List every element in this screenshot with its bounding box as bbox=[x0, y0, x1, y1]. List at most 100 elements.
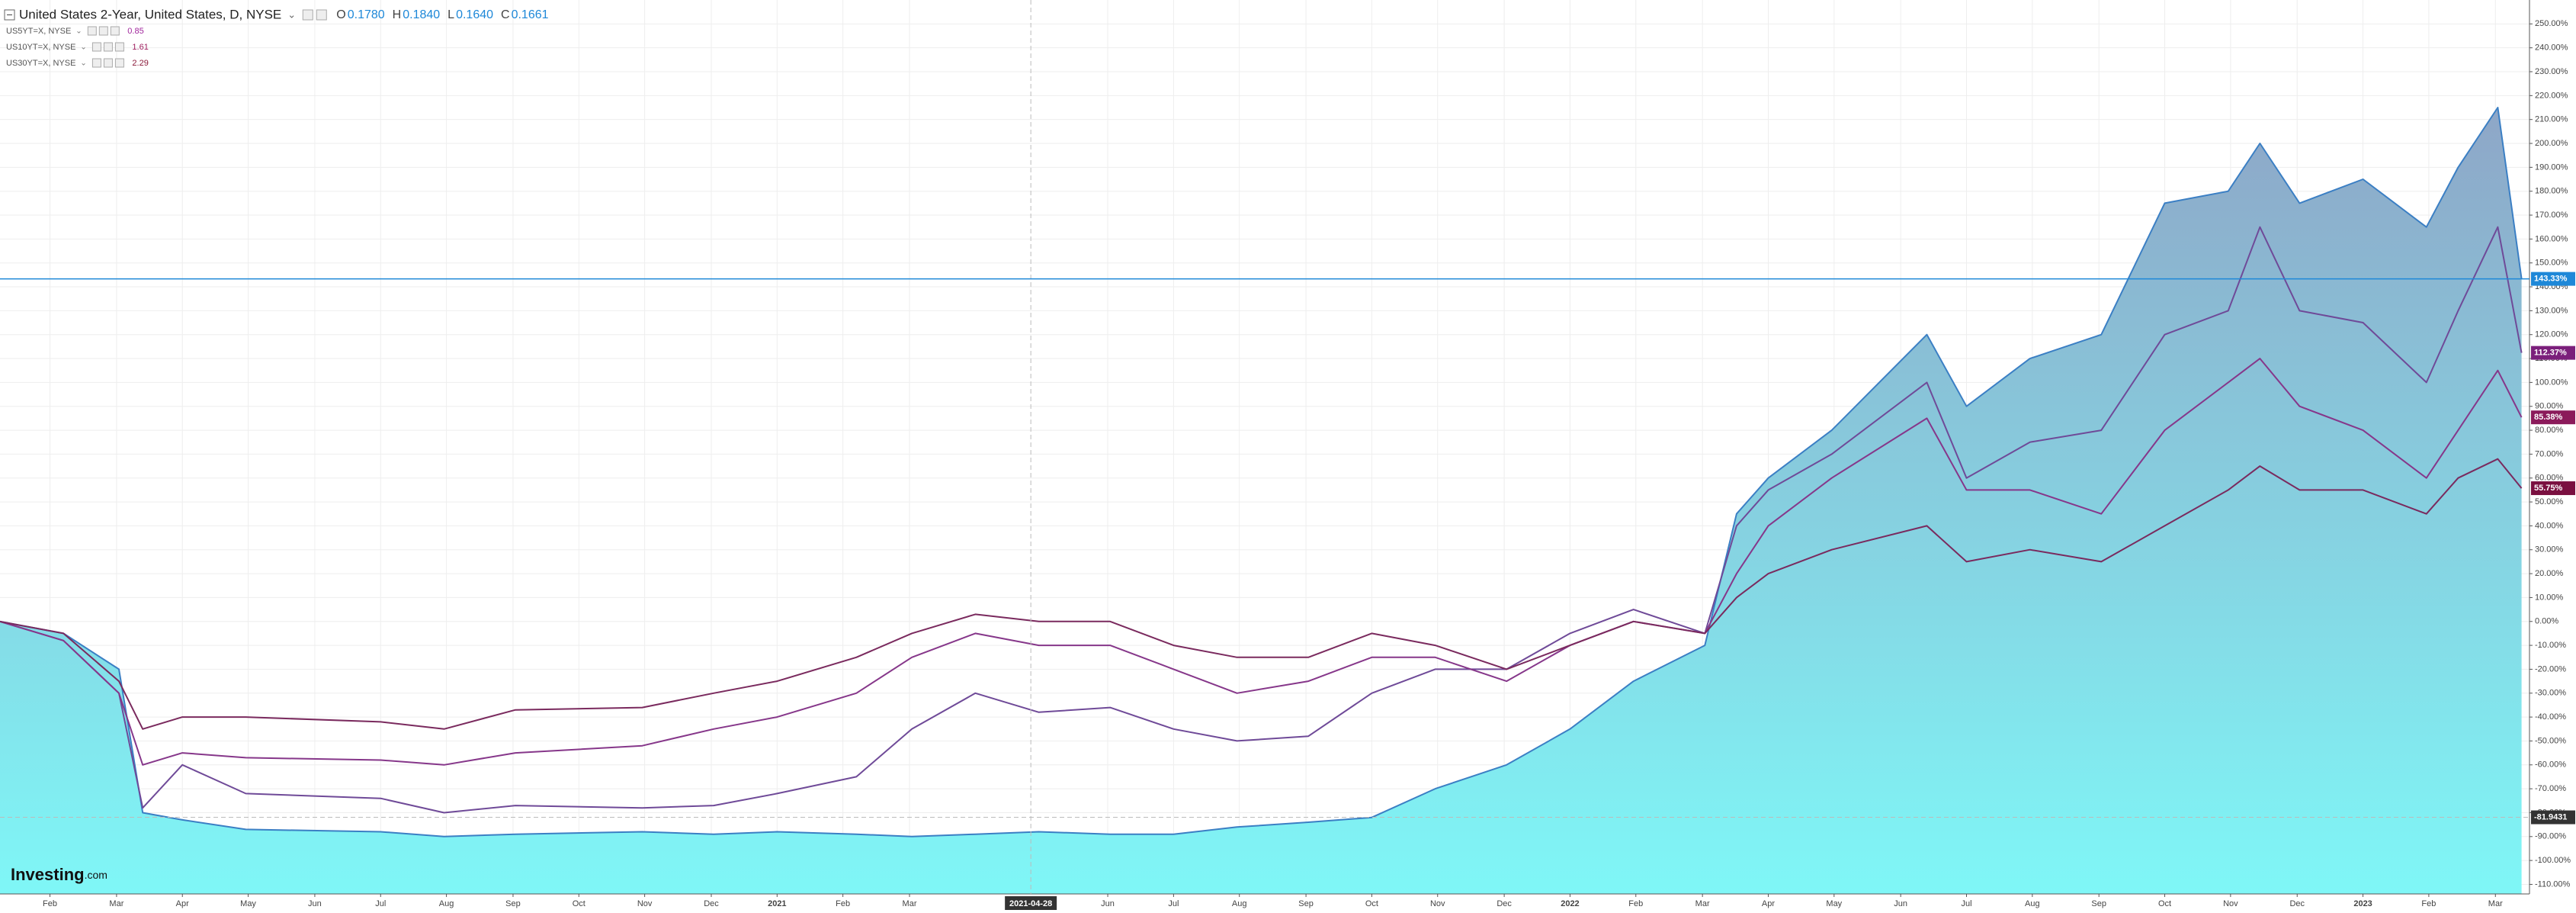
x-tick-label: Feb bbox=[836, 899, 850, 908]
y-tick-label: 150.00% bbox=[2535, 259, 2568, 268]
x-tick-label: Jul bbox=[375, 899, 386, 908]
legend-menu: ⌄ bbox=[80, 59, 86, 68]
y-tick-label: 20.00% bbox=[2535, 569, 2564, 578]
legend-button[interactable] bbox=[98, 26, 108, 36]
series-line bbox=[0, 226, 2523, 814]
crosshair-x-label: 2021-04-28 bbox=[1009, 899, 1052, 908]
x-tick-label: Sep bbox=[1298, 899, 1314, 908]
x-tick-label: May bbox=[240, 899, 256, 908]
logo-suffix: .com bbox=[85, 869, 107, 881]
series-line bbox=[0, 358, 2523, 766]
y-tick-label: 40.00% bbox=[2535, 521, 2564, 530]
x-tick-label: Sep bbox=[505, 899, 521, 908]
logo-word: Investing bbox=[11, 865, 85, 884]
y-tick-label: -40.00% bbox=[2535, 712, 2566, 722]
y-tick-label: 130.00% bbox=[2535, 306, 2568, 315]
y-tick-label: -10.00% bbox=[2535, 641, 2566, 650]
x-tick-label: Dec bbox=[704, 899, 719, 908]
legend-button[interactable] bbox=[103, 58, 113, 68]
y-tick-label: 90.00% bbox=[2535, 402, 2564, 411]
logo: Investing.com bbox=[11, 865, 107, 884]
x-tick-label: Mar bbox=[903, 899, 917, 908]
y-tick-label: 170.00% bbox=[2535, 211, 2568, 220]
crosshair-y-label: -81.9431 bbox=[2534, 812, 2567, 821]
legend-button[interactable] bbox=[110, 26, 120, 36]
legend-value: 0.85 bbox=[127, 27, 143, 36]
ohlc-value: 0.1780 bbox=[348, 8, 385, 21]
legend-button[interactable] bbox=[91, 58, 101, 68]
legend-button[interactable] bbox=[114, 58, 124, 68]
y-tick-label: 100.00% bbox=[2535, 378, 2568, 387]
area-line bbox=[0, 107, 2523, 837]
legend-button[interactable] bbox=[103, 42, 113, 52]
y-tick-label: 0.00% bbox=[2535, 617, 2558, 626]
x-tick-label: Jun bbox=[1894, 899, 1907, 908]
legend-value: 2.29 bbox=[132, 59, 148, 68]
x-tick-label: Feb bbox=[2421, 899, 2436, 908]
y-tick-label: -60.00% bbox=[2535, 760, 2566, 770]
y-tick-label: 30.00% bbox=[2535, 545, 2564, 555]
y-tick-label: -110.00% bbox=[2535, 879, 2570, 889]
chart-title: United States 2-Year, United States, D, … bbox=[19, 7, 281, 21]
legend-name[interactable]: US30YT=X, NYSE bbox=[6, 59, 75, 68]
price-tag bbox=[2531, 346, 2575, 360]
x-tick-label: 2022 bbox=[1561, 899, 1579, 908]
y-tick-label: 250.00% bbox=[2535, 19, 2568, 28]
x-tick-label: Jul bbox=[1168, 899, 1179, 908]
y-tick-label: 240.00% bbox=[2535, 43, 2568, 53]
y-tick-label: 50.00% bbox=[2535, 497, 2564, 506]
x-tick-label: Aug bbox=[439, 899, 454, 908]
x-tick-label: Oct bbox=[1365, 899, 1378, 908]
x-tick-label: Mar bbox=[109, 899, 124, 908]
x-tick-label: May bbox=[1826, 899, 1842, 908]
x-tick-label: Feb bbox=[1628, 899, 1643, 908]
settings-button[interactable] bbox=[316, 9, 327, 21]
price-tag-label: 143.33% bbox=[2534, 275, 2568, 284]
price-tag bbox=[2531, 272, 2575, 286]
price-tag-label: 112.37% bbox=[2534, 349, 2567, 358]
y-tick-label: 70.00% bbox=[2535, 449, 2564, 458]
legend-button[interactable] bbox=[114, 42, 124, 52]
x-tick-label: Aug bbox=[2025, 899, 2040, 908]
y-tick-label: -100.00% bbox=[2535, 856, 2571, 865]
title-menu: ⌄ bbox=[287, 8, 296, 20]
y-tick-label: 230.00% bbox=[2535, 67, 2568, 76]
ohlc-value: 0.1840 bbox=[403, 8, 440, 21]
legend-menu: ⌄ bbox=[75, 27, 82, 36]
y-tick-label: -30.00% bbox=[2535, 689, 2566, 698]
x-tick-label: 2021 bbox=[768, 899, 786, 908]
settings-button[interactable] bbox=[302, 9, 313, 21]
x-tick-label: Dec bbox=[2289, 899, 2305, 908]
ohlc-label: O bbox=[336, 8, 345, 21]
x-tick-label: 2023 bbox=[2353, 899, 2372, 908]
ohlc-value: 0.1661 bbox=[512, 8, 549, 21]
y-tick-label: 190.00% bbox=[2535, 162, 2568, 172]
x-tick-label: Nov bbox=[1430, 899, 1445, 908]
crosshair-y-tag bbox=[2531, 810, 2575, 825]
x-tick-label: Feb bbox=[43, 899, 57, 908]
legend-menu: ⌄ bbox=[80, 43, 86, 52]
x-tick-label: Mar bbox=[2488, 899, 2503, 908]
ohlc-label: C bbox=[501, 8, 510, 21]
x-tick-label: Sep bbox=[2091, 899, 2106, 908]
legend-button[interactable] bbox=[91, 42, 101, 52]
x-tick-label: Dec bbox=[1497, 899, 1512, 908]
x-tick-label: Oct bbox=[573, 899, 585, 908]
price-tag bbox=[2531, 481, 2575, 496]
series-line bbox=[0, 458, 2523, 730]
y-tick-label: 200.00% bbox=[2535, 139, 2568, 148]
x-tick-label: Oct bbox=[2158, 899, 2171, 908]
legend-name[interactable]: US10YT=X, NYSE bbox=[6, 43, 75, 52]
legend-button[interactable] bbox=[87, 26, 97, 36]
y-tick-label: -20.00% bbox=[2535, 664, 2566, 673]
price-tag-label: 55.75% bbox=[2534, 484, 2563, 493]
y-tick-label: 60.00% bbox=[2535, 474, 2564, 483]
price-tag-label: 85.38% bbox=[2534, 413, 2563, 422]
y-tick-label: 80.00% bbox=[2535, 426, 2564, 435]
legend-name[interactable]: US5YT=X, NYSE bbox=[6, 27, 71, 36]
x-tick-label: Nov bbox=[637, 899, 653, 908]
ohlc-value: 0.1640 bbox=[456, 8, 493, 21]
y-tick-label: -70.00% bbox=[2535, 784, 2566, 793]
area-fill bbox=[0, 108, 2522, 894]
